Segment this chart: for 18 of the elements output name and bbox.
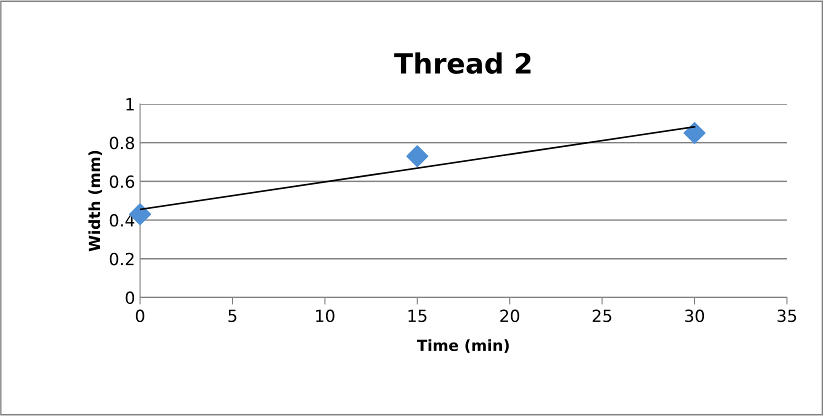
y-tick-label: 1 (126, 98, 134, 110)
x-tick-label: 15 (408, 310, 426, 322)
y-tick-label: 0.6 (110, 175, 134, 188)
x-axis-title: Time (min) (416, 339, 509, 353)
y-tick-label: 0.2 (110, 252, 134, 266)
x-tick-label: 0 (136, 310, 144, 322)
y-tick-label: 0.8 (110, 136, 134, 150)
x-tick-label: 35 (778, 310, 796, 322)
y-axis-title: Width (mm) (88, 150, 102, 252)
x-tick-label: 30 (685, 310, 704, 322)
x-tick-label: 25 (592, 310, 612, 322)
y-tick-label: 0 (126, 291, 134, 304)
chart-title: Thread 2 (394, 52, 531, 74)
point (684, 122, 706, 144)
x-tick-label: 20 (500, 310, 520, 322)
x-tick-label: 5 (228, 310, 236, 322)
x-tick-label: 10 (316, 310, 334, 322)
point (406, 145, 428, 168)
